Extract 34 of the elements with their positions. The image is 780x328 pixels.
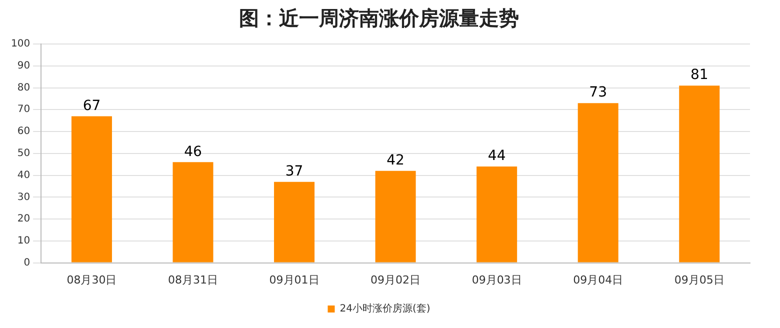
- data-label: 73: [589, 84, 608, 101]
- data-label: 67: [82, 98, 101, 114]
- bar: [476, 166, 518, 262]
- y-tick-label: 50: [17, 148, 30, 159]
- x-tick-label: 09月05日: [674, 273, 724, 286]
- y-tick-label: 90: [17, 60, 30, 72]
- bar: [679, 86, 720, 262]
- x-tick-label: 09月02日: [370, 273, 421, 286]
- bar: [375, 170, 416, 262]
- data-label: 42: [386, 152, 404, 169]
- y-tick-label: 10: [17, 236, 30, 247]
- y-tick-label: 60: [17, 126, 30, 138]
- legend-label: 24小时涨价房源(套): [340, 302, 430, 315]
- x-tick-label: 09月03日: [472, 273, 522, 286]
- data-label: 46: [184, 144, 202, 160]
- y-tick-label: 0: [24, 257, 30, 268]
- chart-title: 图：近一周济南涨价房源量走势: [239, 6, 519, 30]
- y-tick-label: 20: [17, 214, 30, 225]
- y-tick-label: 40: [17, 170, 30, 181]
- y-tick-label: 100: [10, 38, 30, 50]
- x-tick-label: 09月01日: [269, 273, 320, 286]
- y-tick-label: 30: [17, 192, 30, 203]
- y-tick-label: 70: [17, 104, 30, 116]
- bar: [172, 162, 214, 262]
- x-tick-label: 09月04日: [573, 273, 624, 286]
- bar: [578, 103, 618, 262]
- x-tick-label: 08月30日: [66, 273, 117, 286]
- data-label: 44: [488, 148, 506, 164]
- y-tick-label: 80: [17, 82, 30, 94]
- bar: [71, 116, 112, 262]
- data-label: 81: [690, 67, 708, 84]
- x-tick-label: 08月31日: [168, 273, 218, 286]
- data-label: 37: [285, 163, 304, 180]
- bar: [274, 182, 315, 262]
